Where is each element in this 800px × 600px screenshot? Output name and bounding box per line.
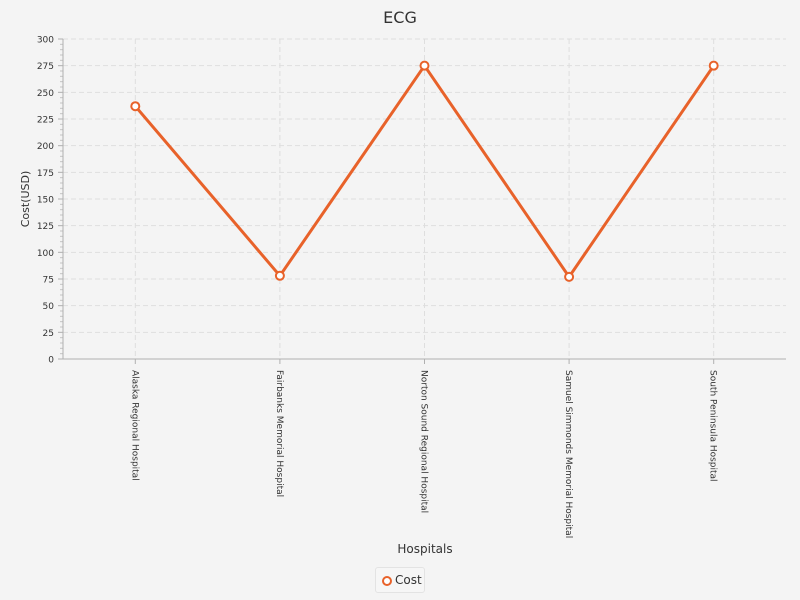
- y-tick-label: 275: [37, 62, 54, 72]
- data-point: [564, 271, 575, 282]
- grid: [63, 38, 786, 359]
- axes: [58, 38, 786, 364]
- y-tick-label: 225: [37, 116, 54, 126]
- x-tick-label: Fairbanks Memorial Hospital: [274, 370, 284, 497]
- x-tick-label: South Peninsula Hospital: [708, 370, 718, 482]
- y-tick-label: 300: [37, 36, 54, 46]
- y-tick-label: 175: [37, 169, 54, 179]
- y-tick-label: 0: [48, 356, 54, 366]
- y-tick-label: 125: [37, 222, 54, 232]
- data-point: [708, 60, 719, 71]
- y-tick-label: 75: [43, 276, 54, 286]
- chart-title: ECG: [383, 8, 417, 27]
- y-tick-label: 25: [43, 329, 54, 339]
- y-tick-labels: 0 25 50 75 100 125 150 175 200 225 250 275 300: [37, 36, 54, 366]
- legend: Cost: [375, 567, 425, 593]
- data-point: [274, 270, 285, 281]
- legend-label: Cost: [395, 573, 422, 587]
- y-tick-label: 200: [37, 142, 54, 152]
- y-tick-label: 50: [43, 302, 55, 312]
- y-tick-label: 150: [37, 196, 54, 206]
- series-layer: [130, 60, 719, 282]
- y-tick-label: 100: [37, 249, 54, 259]
- x-tick-label: Norton Sound Regional Hospital: [419, 370, 429, 513]
- x-tick-label: Samuel Simmonds Memorial Hospital: [563, 370, 573, 538]
- y-axis-label: Cost(USD): [19, 171, 32, 228]
- y-tick-label: 250: [37, 89, 54, 99]
- x-tick-label: Alaska Regional Hospital: [129, 370, 139, 481]
- x-tick-labels: Alaska Regional Hospital Fairbanks Memori…: [129, 370, 717, 538]
- data-point: [419, 60, 430, 71]
- legend-marker-icon: [382, 576, 392, 586]
- x-axis-label: Hospitals: [397, 542, 452, 556]
- data-point: [130, 101, 141, 112]
